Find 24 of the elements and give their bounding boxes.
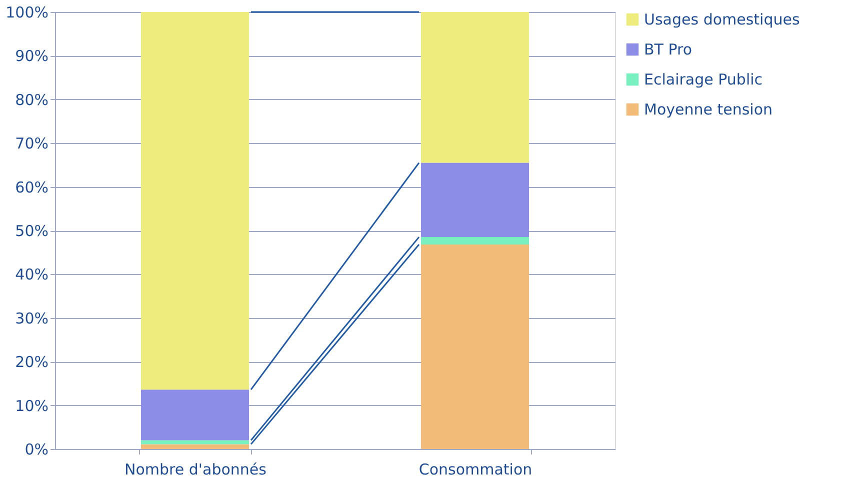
legend-label: BT Pro [644,40,692,58]
y-tick-label: 40% [15,266,48,284]
legend-label: Usages domestiques [644,10,800,28]
y-tick-label: 60% [15,178,48,196]
y-tick-label: 20% [15,353,48,372]
bar [141,390,249,440]
bar [421,162,529,238]
x-tick-label: Consommation [418,460,532,478]
x-tick-label: Nombre d'abonnés [124,460,267,478]
bar [421,12,529,163]
legend-label: Eclairage Public [644,70,763,88]
y-tick-label: 90% [15,47,48,66]
y-tick-label: 100% [6,4,48,22]
bar [141,444,249,449]
bar [421,244,529,449]
y-tick-label: 70% [15,134,48,153]
y-tick-label: 0% [24,440,48,458]
y-tick-label: 10% [15,396,48,415]
y-tick-label: 50% [15,222,48,240]
bar [141,12,249,390]
legend-label: Moyenne tension [644,100,773,118]
y-tick-label: 30% [15,309,48,328]
y-tick-label: 80% [15,90,48,109]
bar [421,237,529,244]
